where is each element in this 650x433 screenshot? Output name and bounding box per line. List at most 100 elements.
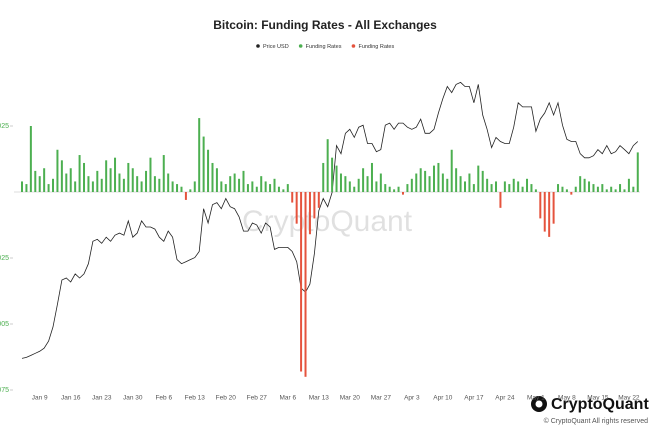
bar (114, 157, 117, 192)
legend-swatch (351, 44, 356, 48)
bar (202, 136, 205, 192)
bar (468, 173, 471, 192)
x-tick-label: May 22 (618, 395, 640, 402)
bar (176, 184, 179, 192)
bar (499, 192, 502, 208)
bar (122, 178, 125, 192)
bar (517, 181, 520, 192)
chart-title: Bitcoin: Funding Rates - All Exchanges (213, 18, 437, 32)
legend-swatch (256, 44, 260, 48)
bar (260, 176, 263, 192)
bar (193, 181, 196, 192)
bar (308, 192, 311, 235)
bar (118, 173, 121, 192)
bar (277, 186, 280, 192)
bar (428, 176, 431, 192)
bar (464, 181, 466, 192)
bar (570, 192, 573, 195)
bar (450, 149, 453, 192)
bar (60, 160, 63, 192)
bar (21, 181, 23, 192)
bar (486, 178, 489, 192)
x-tick-label: May 15 (587, 395, 609, 402)
bar (238, 178, 241, 192)
x-tick-label: Apr 3 (404, 395, 420, 402)
bar (65, 173, 68, 192)
x-tick-label: Apr 17 (464, 395, 484, 402)
bar (246, 184, 249, 192)
bar (25, 184, 28, 192)
bar (131, 168, 134, 192)
bar (180, 186, 183, 192)
y-tick-label: -0.005 (0, 321, 9, 328)
bar (339, 173, 342, 192)
bar (74, 181, 77, 192)
bar (140, 181, 143, 192)
bar (251, 181, 254, 192)
x-tick-label: Mar 27 (371, 395, 392, 402)
bar (153, 176, 156, 192)
bar (220, 181, 223, 192)
x-tick-label: Apr 24 (495, 395, 515, 402)
x-tick-label: May 8 (558, 395, 576, 402)
bar (211, 162, 214, 192)
bar (52, 178, 55, 192)
x-tick-label: Feb 27 (247, 395, 268, 402)
bar (167, 173, 170, 192)
bar (574, 186, 577, 192)
bar (384, 184, 387, 192)
bar (596, 186, 599, 192)
bar (344, 176, 347, 192)
bar (207, 149, 210, 192)
bar (189, 189, 192, 192)
bar (313, 192, 316, 219)
bar (370, 162, 373, 192)
bar (300, 192, 303, 372)
bar (508, 184, 511, 192)
bar (557, 184, 560, 192)
bar (127, 162, 130, 192)
bar (379, 173, 382, 192)
bar (91, 181, 94, 192)
bar (583, 178, 586, 192)
bar (286, 184, 289, 192)
bar (565, 189, 568, 192)
bar (171, 181, 174, 192)
bar (588, 181, 591, 192)
bar (100, 178, 103, 192)
bar (530, 184, 533, 192)
x-tick-label: Jan 30 (123, 395, 143, 402)
x-tick-label: Feb 6 (155, 395, 172, 402)
legend-label: Funding Rates (358, 44, 394, 50)
bar (229, 176, 232, 192)
x-tick-label: Mar 13 (309, 395, 330, 402)
y-tick-label: 0.0025 (0, 123, 9, 130)
legend-label: Price USD (263, 44, 289, 50)
bar (56, 149, 59, 192)
bar (539, 192, 542, 219)
bar (184, 192, 187, 200)
bar (145, 170, 148, 192)
bar (304, 192, 307, 377)
bar (215, 168, 218, 192)
bar (610, 186, 613, 192)
bar (419, 168, 422, 192)
copyright: © CryptoQuant All rights reserved (544, 417, 648, 425)
bar (441, 173, 444, 192)
bar (552, 192, 555, 224)
bar (424, 170, 427, 192)
bar (224, 184, 227, 192)
bar (627, 178, 630, 192)
bar (397, 186, 400, 192)
bar (415, 173, 418, 192)
bar (269, 184, 272, 192)
bar (317, 192, 320, 208)
legend-swatch (298, 44, 303, 48)
bar (375, 181, 378, 192)
bar (291, 192, 294, 203)
bar (322, 162, 325, 192)
x-tick-label: Jan 23 (92, 395, 112, 402)
bar (47, 184, 50, 192)
bar (632, 186, 635, 192)
